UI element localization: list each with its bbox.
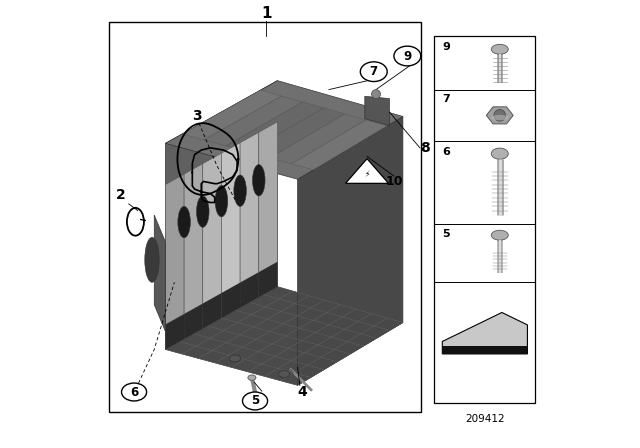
Ellipse shape [394,46,421,66]
Ellipse shape [145,237,159,282]
Text: 4: 4 [297,385,307,399]
Ellipse shape [229,355,241,362]
Ellipse shape [243,392,268,410]
Polygon shape [203,293,221,328]
Polygon shape [184,304,203,339]
Polygon shape [240,132,259,283]
Polygon shape [292,120,387,170]
Text: 2: 2 [116,188,125,202]
Polygon shape [182,90,282,140]
Ellipse shape [492,115,508,120]
Polygon shape [442,346,527,354]
Bar [435,36,535,403]
Text: 7: 7 [369,65,379,79]
Ellipse shape [492,230,508,240]
Ellipse shape [196,196,209,227]
Polygon shape [365,96,389,125]
Text: 9: 9 [403,49,412,63]
Polygon shape [154,215,165,332]
Text: 7: 7 [442,94,450,103]
Text: 5: 5 [251,394,259,408]
Ellipse shape [234,175,246,207]
Text: 7: 7 [370,65,378,78]
Polygon shape [165,174,184,325]
Bar [109,22,421,412]
Polygon shape [346,159,388,183]
Text: 6: 6 [130,385,138,399]
Text: 8: 8 [420,141,430,155]
Polygon shape [184,164,203,314]
Polygon shape [259,262,277,297]
Ellipse shape [360,62,387,82]
Polygon shape [221,143,240,293]
Text: ⚡: ⚡ [364,169,370,178]
Polygon shape [165,287,403,385]
Text: 209412: 209412 [465,414,504,424]
Text: 10: 10 [385,175,403,188]
Polygon shape [269,114,366,164]
Ellipse shape [178,207,190,238]
Ellipse shape [122,383,147,401]
Ellipse shape [278,371,290,377]
Text: 9: 9 [442,42,451,52]
Text: 6: 6 [442,147,451,157]
Ellipse shape [248,375,256,380]
Polygon shape [259,122,277,272]
Polygon shape [486,107,513,124]
Text: 1: 1 [261,6,271,21]
Polygon shape [298,116,403,385]
Polygon shape [203,153,221,304]
Circle shape [371,90,380,99]
Polygon shape [226,102,324,152]
Polygon shape [165,81,403,179]
Polygon shape [240,272,259,308]
Ellipse shape [215,185,228,217]
Text: 5: 5 [442,229,450,239]
Polygon shape [204,96,303,146]
Polygon shape [165,81,277,349]
Ellipse shape [253,164,265,196]
Polygon shape [165,314,184,349]
Text: 3: 3 [192,109,202,124]
Ellipse shape [492,44,508,54]
Polygon shape [442,313,527,354]
Ellipse shape [492,148,508,159]
Polygon shape [221,283,240,318]
Polygon shape [248,108,345,158]
Circle shape [494,109,506,121]
